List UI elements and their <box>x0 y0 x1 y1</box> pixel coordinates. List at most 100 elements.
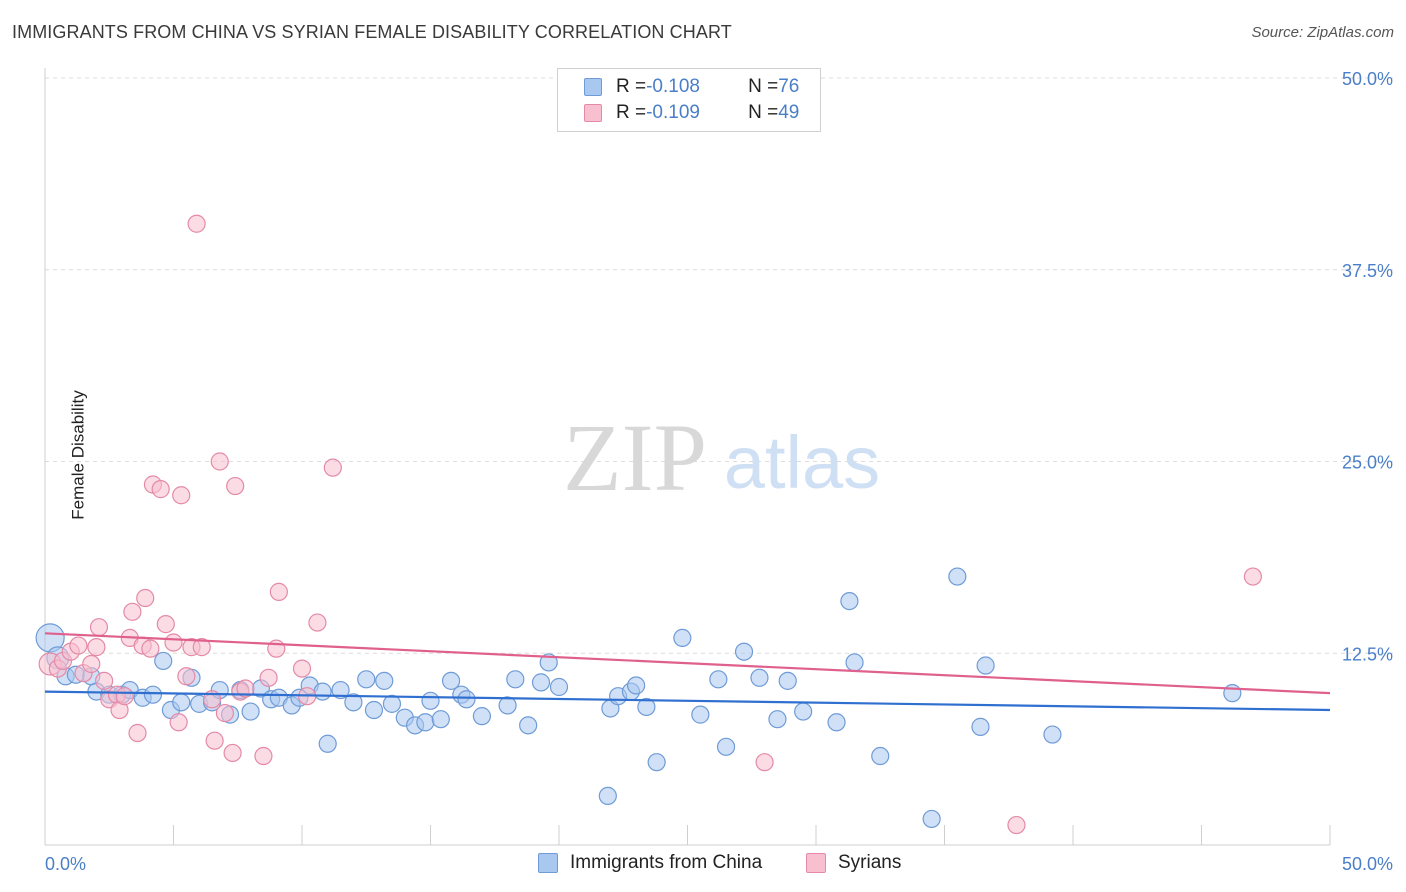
point-china-71 <box>948 567 967 586</box>
point-china-65 <box>794 702 813 721</box>
point-syrians-19 <box>141 639 160 658</box>
legend-swatch-china <box>538 853 558 873</box>
point-china-33 <box>375 671 394 690</box>
point-china-73 <box>976 656 995 675</box>
point-china-43 <box>472 707 491 726</box>
legend-row-china: R = -0.108 N = 76 <box>584 75 799 99</box>
y-axis-label: Female Disability <box>68 390 88 520</box>
point-syrians-25 <box>172 486 191 505</box>
series-legend: Immigrants from China Syrians <box>0 852 1406 878</box>
x-tick-label-max: 50.0% <box>1342 854 1393 874</box>
point-syrians-16 <box>128 723 147 743</box>
point-china-67 <box>840 591 859 611</box>
y-tick-label-3: 50.0% <box>1342 69 1393 89</box>
point-china-60 <box>716 737 736 756</box>
point-syrians-26 <box>177 667 196 686</box>
point-china-13 <box>172 693 191 712</box>
point-china-75 <box>1223 684 1242 703</box>
legend-swatch-syrians <box>584 104 602 122</box>
point-china-49 <box>549 677 569 697</box>
point-china-58 <box>691 705 710 724</box>
point-china-27 <box>313 682 332 701</box>
point-syrians-34 <box>223 743 242 763</box>
data-points <box>35 214 1263 835</box>
point-syrians-6 <box>82 654 101 674</box>
point-syrians-47 <box>1007 815 1026 835</box>
point-china-46 <box>519 716 538 735</box>
legend-r-label: R = <box>616 102 647 123</box>
point-syrians-44 <box>308 613 327 632</box>
point-syrians-4 <box>69 636 88 655</box>
point-china-11 <box>154 651 173 671</box>
point-china-63 <box>768 710 787 729</box>
point-china-69 <box>871 746 890 766</box>
point-syrians-9 <box>95 671 114 690</box>
point-syrians-38 <box>254 746 273 766</box>
y-tick-label-0: 12.5% <box>1342 644 1393 664</box>
point-china-38 <box>421 691 440 710</box>
point-syrians-33 <box>215 703 234 723</box>
point-china-72 <box>971 717 990 736</box>
point-china-68 <box>845 653 864 672</box>
point-china-10 <box>143 685 163 704</box>
grid-lines <box>45 77 1395 654</box>
point-syrians-31 <box>205 731 224 750</box>
point-china-29 <box>331 680 350 700</box>
point-syrians-42 <box>292 659 312 678</box>
point-syrians-39 <box>259 668 278 687</box>
legend-r-value: -0.108 <box>646 76 700 97</box>
point-syrians-40 <box>267 639 286 658</box>
legend-item-syrians[interactable]: Syrians <box>806 852 901 874</box>
point-syrians-28 <box>187 214 206 233</box>
point-china-20 <box>241 702 260 721</box>
point-china-55 <box>637 697 656 717</box>
point-syrians-15 <box>123 602 142 621</box>
point-syrians-18 <box>136 588 155 608</box>
point-syrians-8 <box>89 618 109 637</box>
point-china-45 <box>506 670 525 689</box>
x-tick-label-min: 0.0% <box>45 854 86 874</box>
point-china-44 <box>498 696 517 715</box>
point-syrians-32 <box>210 452 229 471</box>
axes <box>44 68 1331 846</box>
watermark-zip: ZIP <box>563 404 707 511</box>
trendline-china <box>44 690 1331 712</box>
y-tick-label-1: 25.0% <box>1342 453 1393 473</box>
point-china-70 <box>922 809 941 829</box>
chart-title: IMMIGRANTS FROM CHINA VS SYRIAN FEMALE D… <box>12 22 732 42</box>
point-china-64 <box>778 671 797 690</box>
legend-n-value: 49 <box>778 102 800 123</box>
point-syrians-22 <box>156 615 175 634</box>
point-syrians-13 <box>115 687 134 706</box>
point-china-40 <box>441 671 461 690</box>
legend-n-value: 76 <box>778 76 800 97</box>
tick-labels: 12.5% 25.0% 37.5% 50.0% 0.0% 50.0% <box>45 69 1393 874</box>
legend-item-china[interactable]: Immigrants from China <box>538 852 762 874</box>
point-china-42 <box>457 690 476 709</box>
point-syrians-48 <box>1243 567 1263 586</box>
point-china-50 <box>598 786 617 806</box>
legend-label-china: Immigrants from China <box>570 852 763 873</box>
legend-swatch-syrians <box>806 853 826 873</box>
point-china-54 <box>626 676 646 695</box>
point-china-37 <box>416 713 435 732</box>
point-china-30 <box>344 693 363 712</box>
trend-lines <box>44 632 1331 712</box>
point-china-57 <box>673 628 692 648</box>
point-syrians-46 <box>755 753 774 772</box>
point-china-34 <box>382 694 402 713</box>
trendline-syrians <box>44 632 1331 695</box>
legend-n-label: N = <box>748 76 779 97</box>
watermark: ZIP atlas <box>563 404 880 511</box>
point-china-28 <box>318 734 337 753</box>
point-china-66 <box>827 713 846 732</box>
watermark-atlas: atlas <box>724 421 880 504</box>
point-china-39 <box>431 710 450 729</box>
point-syrians-41 <box>269 582 288 601</box>
point-china-47 <box>531 673 551 692</box>
legend-r-label: R = <box>616 76 647 97</box>
point-syrians-24 <box>169 713 188 732</box>
legend-n-label: N = <box>748 102 779 123</box>
y-tick-label-2: 37.5% <box>1342 261 1393 281</box>
legend-r-value: -0.109 <box>646 102 700 123</box>
